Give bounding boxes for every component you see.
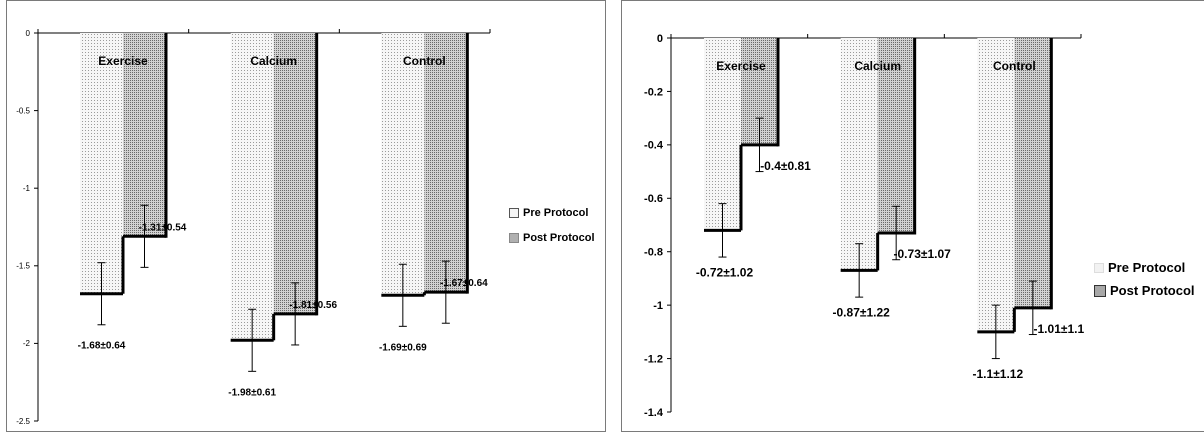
- y-tick-label: -1.2: [644, 353, 663, 365]
- y-tick-label: -0.6: [644, 193, 663, 205]
- y-tick-label: -1.5: [16, 262, 30, 271]
- left-bar-chart: 0 -0.5 -1 -1.5 -2 -2.5 -1.68±0.64 -1.31±0.54 Exe…: [16, 29, 491, 426]
- bar-post-protocol: [1014, 38, 1052, 308]
- category-label: Control: [403, 54, 446, 68]
- category-label: Exercise: [716, 59, 766, 73]
- legend-swatch-post: [509, 233, 519, 243]
- data-label: -1.68±0.64: [78, 341, 126, 352]
- bar-pre-protocol: [704, 38, 741, 231]
- data-label: -1.67±0.64: [440, 278, 488, 289]
- legend-item-pre-right: Pre Protocol: [1094, 260, 1195, 275]
- bar-post-protocol: [877, 38, 915, 234]
- left-chart-panel: 0 -0.5 -1 -1.5 -2 -2.5 -1.68±0.64 -1.31±0.54 Exe…: [6, 0, 606, 432]
- data-label: -1.1±1.12: [973, 367, 1024, 381]
- bar-pre-protocol: [840, 38, 878, 271]
- y-tick-label: -0.8: [644, 247, 663, 259]
- y-tick-label: -1: [23, 184, 31, 193]
- legend-swatch-pre-right: [1094, 262, 1104, 273]
- right-legend: Pre Protocol Post Protocol: [1094, 260, 1195, 298]
- left-legend: Pre Protocol Post Protocol: [509, 207, 595, 244]
- data-label: -1.98±0.61: [228, 387, 276, 398]
- bar-pre-protocol: [977, 38, 1015, 332]
- bar-pre-protocol: [80, 33, 123, 294]
- bar-pre-protocol: [230, 33, 274, 341]
- legend-item-post: Post Protocol: [509, 232, 595, 244]
- legend-label-pre-right: Pre Protocol: [1108, 260, 1186, 275]
- data-label: -0.4±0.81: [760, 159, 811, 173]
- right-chart-panel: 0 -0.2 -0.4 -0.6 -0.8 -1 -1.2 -1.4 -0.72±1.02 -0.…: [621, 0, 1204, 432]
- category-label: Calcium: [250, 54, 297, 68]
- y-tick-label: 0: [26, 29, 31, 38]
- data-label: -1.81±0.56: [289, 300, 337, 311]
- category-label: Exercise: [98, 54, 148, 68]
- data-label: -0.72±1.02: [696, 265, 754, 279]
- data-label: -1.31±0.54: [139, 222, 187, 233]
- y-tick-label: -1.4: [644, 407, 664, 419]
- y-tick-label: -0.2: [644, 86, 663, 98]
- y-tick-label: -2: [23, 339, 31, 348]
- legend-label-post: Post Protocol: [523, 232, 595, 244]
- bar-pre-protocol: [381, 33, 425, 296]
- y-tick-label: -0.4: [644, 140, 664, 152]
- data-label: -0.73±1.07: [894, 247, 952, 261]
- y-tick-label: 0: [657, 33, 663, 45]
- y-tick-label: -1: [653, 300, 663, 312]
- bar-post-protocol: [273, 33, 317, 314]
- legend-swatch-pre: [509, 208, 519, 218]
- legend-label-pre: Pre Protocol: [523, 207, 589, 219]
- bar-post-protocol: [424, 33, 468, 293]
- right-bar-chart: 0 -0.2 -0.4 -0.6 -0.8 -1 -1.2 -1.4 -0.72±1.02 -0.…: [644, 33, 1085, 419]
- data-label: -0.87±1.22: [833, 305, 891, 319]
- category-label: Calcium: [854, 59, 901, 73]
- legend-label-post-right: Post Protocol: [1110, 283, 1195, 298]
- legend-item-post-right: Post Protocol: [1094, 283, 1195, 298]
- y-tick-label: -2.5: [16, 417, 30, 426]
- legend-swatch-post-right: [1094, 284, 1106, 297]
- y-tick-label: -0.5: [16, 106, 30, 115]
- legend-item-pre: Pre Protocol: [509, 207, 595, 219]
- data-label: -1.01±1.1: [1034, 322, 1085, 336]
- data-label: -1.69±0.69: [379, 342, 427, 353]
- category-label: Control: [993, 59, 1036, 73]
- bar-post-protocol: [123, 33, 166, 237]
